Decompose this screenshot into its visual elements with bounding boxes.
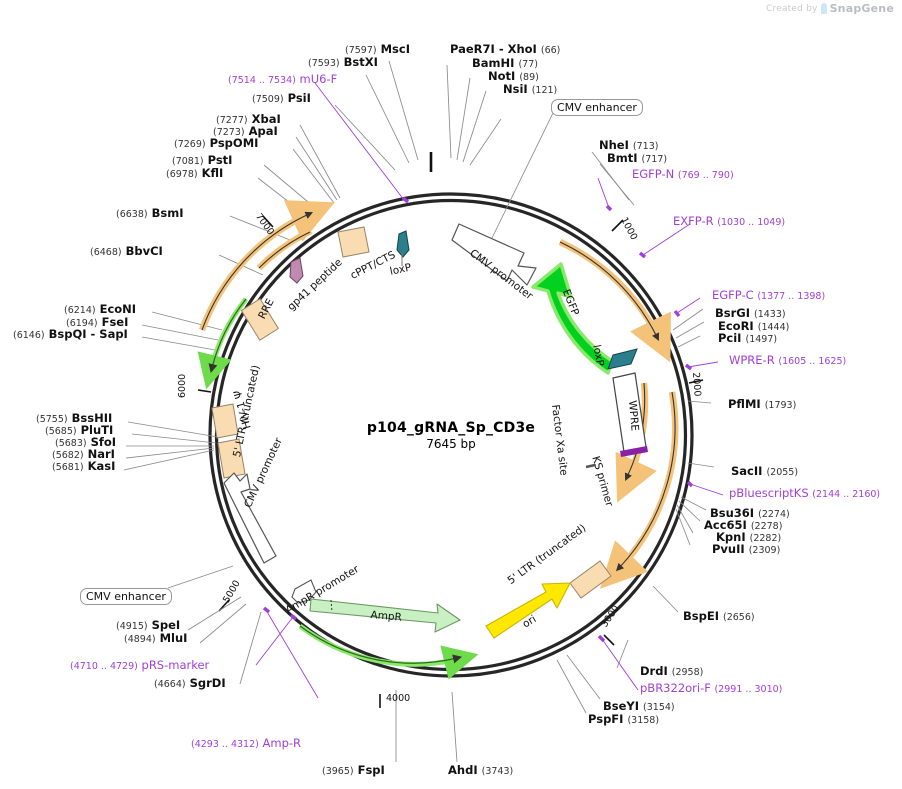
plasmid-name: p104_gRNA_Sp_CD3e	[366, 420, 536, 436]
snapgene-watermark: Created by SnapGene	[766, 2, 894, 15]
enzyme-label-noti: NotI (89)	[488, 69, 539, 83]
enzyme-label-pvuii: PvuII (2309)	[712, 542, 781, 556]
feature-label-cmv-enhancer-left: CMV enhancer	[80, 587, 172, 605]
enzyme-label-bstxi: (7593) BstXI	[308, 55, 378, 69]
enzyme-label-psii: (7509) PsiI	[252, 91, 311, 105]
enzyme-label-sfoi: (5683) SfoI	[55, 435, 117, 449]
primer-label-prs-marker: (4710 .. 4729) pRS-marker	[70, 658, 210, 672]
enzyme-label-apai: (7273) ApaI	[213, 124, 278, 138]
enzyme-label-acc65i: Acc65I (2278)	[704, 518, 783, 532]
enzyme-label-pluti: (5685) PluTI	[45, 423, 114, 437]
enzyme-label-ahdi: AhdI (3743)	[448, 763, 514, 777]
feature-label-ampr: AmpR	[370, 609, 403, 624]
primer-label-pbluescriptks: pBluescriptKS (2144 .. 2160)	[729, 486, 881, 500]
enzyme-label-drdi: DrdI (2958)	[640, 664, 704, 678]
primer-label-wpre-r: WPRE-R (1605 .. 1625)	[729, 353, 847, 367]
enzyme-label-kasi: (5681) KasI	[52, 459, 116, 473]
primer-label-amp-r: (4293 .. 4312) Amp-R	[191, 736, 302, 750]
enzyme-label-xbai: (7277) XbaI	[216, 112, 281, 126]
enzyme-label-msci: (7597) MscI	[345, 42, 410, 56]
enzyme-label-kfli: (6978) KflI	[166, 166, 224, 180]
feature-label-wpre: WPRE	[626, 399, 641, 432]
plasmid-title-block: p104_gRNA_Sp_CD3e 7645 bp	[367, 421, 535, 450]
enzyme-label-fsei: (6194) FseI	[66, 315, 129, 329]
tick-label-2000: 2000	[690, 371, 703, 397]
enzyme-label-mlui: (4894) MluI	[124, 631, 188, 645]
enzyme-label-ecori: EcoRI (1444)	[718, 319, 790, 333]
enzyme-label-bspqi-sapi: (6146) BspQI - SapI	[13, 327, 128, 341]
enzyme-label-sacii: SacII (2055)	[731, 464, 799, 478]
feature-label-cmv-enhancer-top: CMV enhancer	[551, 98, 643, 116]
enzyme-label-bmti: BmtI (717)	[607, 151, 668, 165]
enzyme-label-bbvci: (6468) BbvCI	[90, 244, 163, 258]
enzyme-label-nsii: NsiI (121)	[503, 82, 558, 96]
enzyme-label-fspi: (3965) FspI	[322, 763, 385, 777]
tick-label-6000: 6000	[177, 373, 188, 398]
snapgene-logo-icon	[820, 3, 827, 14]
enzyme-label-bsshii: (5755) BssHII	[36, 411, 113, 425]
enzyme-label-pcii: PciI (1497)	[718, 331, 778, 345]
enzyme-label-bsrgi: BsrGI (1433)	[715, 306, 786, 320]
enzyme-label-pflmi: PflMI (1793)	[728, 397, 797, 411]
enzyme-label-nhei: NheI (713)	[599, 138, 659, 152]
enzyme-label-kpni: KpnI (2282)	[716, 530, 782, 544]
enzyme-label-bseyi: BseYI (3154)	[603, 699, 675, 713]
enzyme-label-spei: (4915) SpeI	[116, 618, 181, 632]
enzyme-label-bspei: BspEI (2656)	[683, 609, 755, 623]
enzyme-label-bsmi: (6638) BsmI	[116, 206, 184, 220]
enzyme-label-econi: (6214) EcoNI	[64, 302, 137, 316]
plasmid-size: 7645 bp	[426, 437, 476, 451]
primer-label-egfp-n: EGFP-N (769 .. 790)	[632, 167, 734, 181]
enzyme-label-sgrdi: (4664) SgrDI	[154, 676, 226, 690]
watermark-prefix: Created by	[766, 3, 818, 14]
enzyme-label-paer7i-xhoi: PaeR7I - XhoI (66)	[450, 42, 561, 56]
primer-label-egfp-c: EGFP-C (1377 .. 1398)	[712, 288, 826, 302]
enzyme-label-bamhi: BamHI (77)	[472, 56, 538, 70]
enzyme-label-pspomi: (7269) PspOMI	[174, 136, 259, 150]
primer-label-mu6-f: (7514 .. 7534) mU6-F	[228, 72, 338, 86]
primer-label-exfp-r: EXFP-R (1030 .. 1049)	[673, 214, 786, 228]
enzyme-label-pspfi: PspFI (3158)	[588, 712, 660, 726]
enzyme-label-psti: (7081) PstI	[172, 153, 233, 167]
tick-label-4000: 4000	[386, 693, 411, 704]
enzyme-label-bsu36i: Bsu36I (2274)	[710, 506, 790, 520]
primer-label-pbr322ori-f: pBR322ori-F (2991 .. 3010)	[640, 681, 783, 695]
watermark-brand: SnapGene	[829, 2, 894, 15]
enzyme-label-nari: (5682) NarI	[52, 447, 115, 461]
